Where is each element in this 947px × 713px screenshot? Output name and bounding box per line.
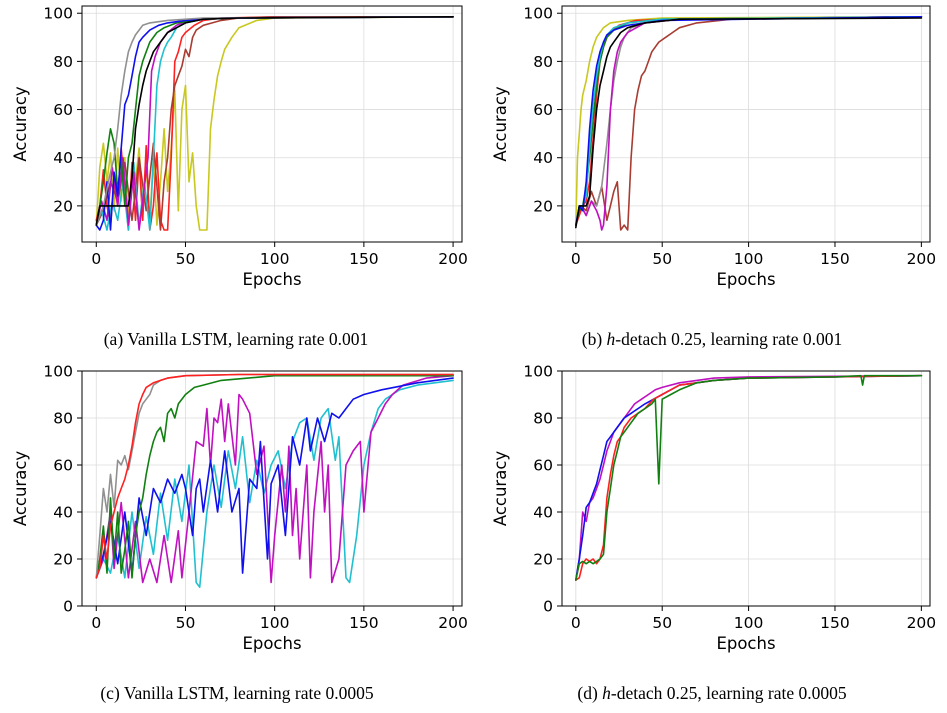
panel-a-xtick-label-3: 150 [349,250,379,268]
panel-c-series-magenta-line [95,374,454,584]
panel-b-ytick-label-3: 80 [533,53,553,71]
panel-d-series-green-line [575,374,923,581]
panel-d-plot-frame [561,370,931,607]
panel-a-series-group [95,16,454,231]
panel-b-ytick-label-4: 100 [523,5,553,23]
panel-a-ytick-label-4: 100 [43,5,73,23]
panel-c-series-red-line [95,373,454,579]
panel-c-xtick-label-0: 0 [91,614,101,632]
panel-c-ylabel: Accuracy [11,451,30,527]
panel-a-ytick-label-3: 80 [53,53,73,71]
panel-b-xtick-label-4: 200 [907,250,937,268]
panel-b-xtick-label-0: 0 [571,250,581,268]
panel-c-ytick-label-0: 0 [63,598,73,616]
panel-c-xtick-label-3: 150 [349,614,379,632]
panel-c-ytick-label-4: 80 [53,410,73,428]
panel-c: 0 50 100 150 200 0 20 40 60 80 100 Epochs Accuracy (c… [11,363,468,704]
panel-c-series-cyan-line [95,379,454,588]
panel-c-xtick-label-1: 50 [176,614,196,632]
panel-a-ytick-label-2: 60 [53,101,73,119]
panel-d-ytick-label-0: 0 [543,598,553,616]
panel-a-series-brown-line [95,16,454,231]
panel-d-ytick-label-4: 80 [533,410,553,428]
panel-d-xtick-label-3: 150 [820,614,850,632]
panel-b-caption-suffix: -detach 0.25, learning rate 0.001 [615,329,842,349]
panel-c-plot-frame [81,370,463,607]
panel-c-ytick-label-5: 100 [43,363,73,381]
panel-b-xtick-label-1: 50 [652,250,672,268]
panel-c-xtick-label-2: 100 [260,614,290,632]
panel-b-ytick-label-2: 60 [533,101,553,119]
panel-b-series-olive-line [575,16,923,226]
panel-a-caption: (a) Vanilla LSTM, learning rate 0.001 [104,329,369,349]
panel-d-xtick-label-1: 50 [652,614,672,632]
panel-b-ylabel: Accuracy [491,86,510,162]
panel-a-series-olive-line [95,16,454,231]
panel-b-ytick-label-0: 20 [533,197,553,215]
panel-d-xtick-label-4: 200 [907,614,937,632]
panel-d-xtick-label-2: 100 [734,614,764,632]
panel-d-ytick-label-3: 60 [533,457,553,475]
panel-d-ytick-label-2: 40 [533,504,553,522]
panel-a-ytick-label-1: 40 [53,149,73,167]
panel-a-plot-frame [81,5,463,243]
panel-b-series-magenta-line [575,16,923,231]
panel-b: 0 50 100 150 200 20 40 60 80 100 Epochs Accuracy (b)… [491,5,936,349]
panel-b-plot-frame [561,5,931,243]
panel-c-ytick-label-2: 40 [53,504,73,522]
panel-b-series-black-line [575,17,923,229]
panel-a-xtick-label-4: 200 [438,250,468,268]
panel-c-series-group [95,373,454,588]
panel-c-series-blue-line [95,377,454,579]
panel-b-xtick-label-2: 100 [734,250,764,268]
panel-d-ytick-label-1: 20 [533,551,553,569]
panel-a: 0 50 100 150 200 20 40 60 80 100 Epochs Accuracy (a)… [11,5,468,349]
panel-b-caption-prefix: (b) [582,329,607,349]
panel-c-xtick-label-4: 200 [438,614,468,632]
panel-d-caption: (d) h-detach 0.25, learning rate 0.0005 [577,683,846,703]
panel-c-xlabel: Epochs [242,634,301,653]
panel-d-xtick-label-0: 0 [571,614,581,632]
panel-d-xlabel: Epochs [716,634,775,653]
panel-a-xlabel: Epochs [242,270,301,289]
panel-a-xtick-label-2: 100 [260,250,290,268]
panel-a-ylabel: Accuracy [11,86,30,162]
panel-a-xtick-label-1: 50 [176,250,196,268]
panel-a-series-black-line [95,16,454,226]
panel-d: 0 50 100 150 200 0 20 40 60 80 100 Epochs Accuracy (d… [491,363,936,704]
panel-c-series-green-line [95,374,454,579]
panel-b-caption: (b) h-detach 0.25, learning rate 0.001 [582,329,842,349]
panel-d-ytick-label-5: 100 [523,363,553,381]
panel-a-series-gray-line [95,16,454,226]
panel-c-ytick-label-3: 60 [53,457,73,475]
panel-b-caption-math: h [607,329,616,349]
panel-d-series-group [575,374,923,581]
panel-a-series-green-line [95,16,454,226]
panel-b-xlabel: Epochs [716,270,775,289]
panel-b-series-group [575,16,923,231]
panel-d-caption-suffix: -detach 0.25, learning rate 0.0005 [611,683,847,703]
panel-b-xtick-label-3: 150 [820,250,850,268]
panel-d-ylabel: Accuracy [491,451,510,527]
panel-d-caption-prefix: (d) [577,683,602,703]
panel-a-ytick-label-0: 20 [53,197,73,215]
panel-c-caption: (c) Vanilla LSTM, learning rate 0.0005 [100,683,374,703]
panel-a-caption-prefix: (a) Vanilla LSTM, learning rate 0.001 [104,329,369,349]
panel-c-ytick-label-1: 20 [53,551,73,569]
panel-c-caption-prefix: (c) Vanilla LSTM, learning rate 0.0005 [100,683,374,703]
panel-d-caption-math: h [602,683,611,703]
panel-b-ytick-label-1: 40 [533,149,553,167]
panel-a-xtick-label-0: 0 [91,250,101,268]
